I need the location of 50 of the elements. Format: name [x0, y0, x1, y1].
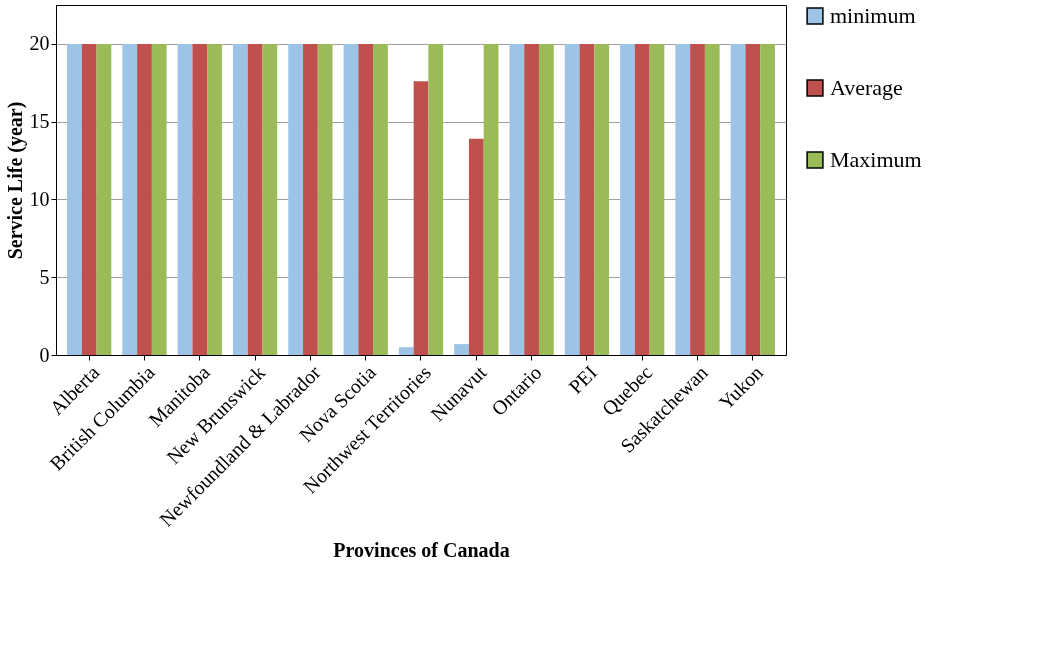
- bar: [413, 81, 429, 355]
- bar: [483, 43, 499, 355]
- bar: [343, 43, 359, 355]
- y-tick-label: 5: [39, 265, 50, 288]
- bar: [538, 43, 554, 355]
- bar: [509, 43, 525, 355]
- bar: [137, 43, 152, 355]
- bar: [524, 43, 539, 355]
- bar: [704, 43, 720, 355]
- bar: [67, 43, 82, 355]
- bar: [151, 43, 167, 355]
- bar: [96, 43, 112, 355]
- y-tick-label: 15: [29, 110, 50, 133]
- legend-label: minimum: [830, 3, 916, 28]
- bar: [428, 43, 444, 355]
- legend-label: Average: [830, 75, 903, 100]
- bar: [303, 43, 318, 355]
- bar: [564, 43, 580, 355]
- bar: [232, 43, 248, 355]
- bar: [745, 43, 761, 355]
- bar: [122, 43, 138, 355]
- bar: [207, 43, 222, 355]
- y-tick-label: 20: [29, 32, 50, 55]
- bar: [468, 138, 484, 355]
- bar: [317, 43, 333, 355]
- x-tick-label: PEI: [564, 361, 602, 398]
- y-tick-label: 10: [29, 187, 50, 210]
- y-tick-label: 0: [39, 343, 50, 366]
- bar: [675, 43, 691, 355]
- bar: [247, 43, 263, 355]
- bar: [579, 43, 595, 355]
- bar: [690, 43, 705, 355]
- bar: [288, 43, 304, 355]
- bar: [594, 43, 610, 355]
- x-axis-title: Provinces of Canada: [333, 538, 510, 561]
- bar: [634, 43, 650, 355]
- bar: [649, 43, 665, 355]
- bar: [760, 43, 775, 355]
- bar: [177, 43, 193, 355]
- bar: [730, 43, 746, 355]
- bar: [398, 347, 414, 355]
- bar: [358, 43, 374, 355]
- bar: [262, 43, 278, 355]
- y-axis-title: Service Life (year): [3, 101, 27, 260]
- legend-label: Maximum: [830, 147, 922, 172]
- bar: [373, 43, 388, 355]
- bar: [620, 43, 635, 355]
- bar: [192, 43, 208, 355]
- bar: [454, 344, 469, 355]
- bar: [81, 43, 97, 355]
